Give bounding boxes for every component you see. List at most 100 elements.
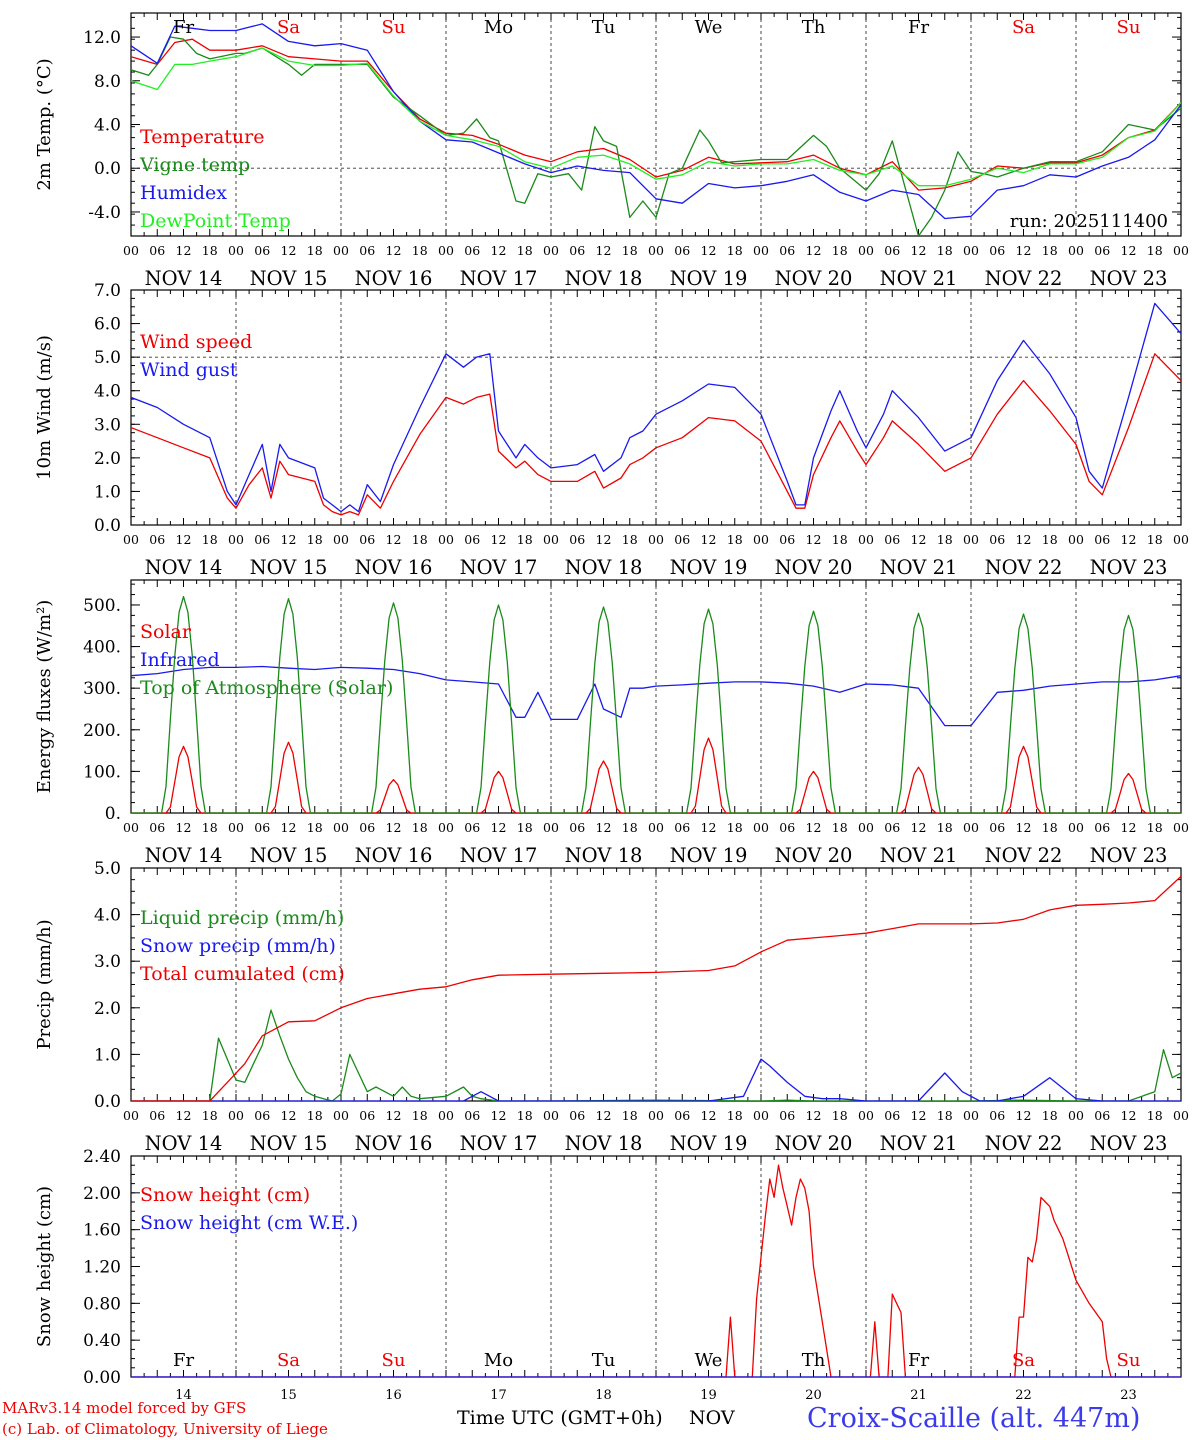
y-axis-label: 2m Temp. (°C) (34, 58, 55, 190)
series-line-snow-precip-mm-h- (131, 1058, 1181, 1101)
hour-tick-label: 06 (674, 532, 690, 547)
legend-entry: DewPoint Temp (140, 210, 291, 232)
weekday-label: Sa (277, 17, 300, 38)
hour-tick-label: 12 (1121, 820, 1137, 835)
hour-tick-label: 00 (1068, 820, 1084, 835)
hour-tick-label: 18 (202, 532, 218, 547)
y-tick-label: 12.0 (83, 28, 121, 48)
credit-line-1: MARv3.14 model forced by GFS (2, 1399, 246, 1417)
date-label: NOV 17 (460, 844, 538, 867)
hour-tick-label: 18 (622, 820, 638, 835)
hour-tick-label: 18 (307, 532, 323, 547)
date-label: NOV 18 (565, 556, 643, 579)
hour-tick-label: 00 (228, 820, 244, 835)
hour-tick-label: 12 (1121, 532, 1137, 547)
hour-tick-label: 06 (884, 243, 900, 258)
panel-temp: 12.0 8.0 4.0 0.0 -4.0 2m Temp. (°C) Temperatur… (34, 12, 1189, 290)
hour-tick-label: 18 (937, 1108, 953, 1123)
date-label: NOV 21 (880, 267, 958, 290)
hour-tick-label: 00 (1173, 532, 1189, 547)
weekday-label: Mo (484, 1350, 513, 1371)
y-tick-label: 300. (83, 679, 121, 699)
hour-tick-label: 00 (333, 532, 349, 547)
hour-tick-label: 12 (911, 243, 927, 258)
date-label: NOV 22 (985, 556, 1063, 579)
hour-tick-label: 06 (254, 820, 270, 835)
hour-tick-label: 00 (438, 1108, 454, 1123)
hour-tick-label: 12 (386, 1108, 402, 1123)
hour-tick-label: 00 (753, 820, 769, 835)
hour-tick-label: 18 (412, 820, 428, 835)
hour-tick-label: 18 (517, 1108, 533, 1123)
hour-tick-label: 06 (359, 820, 375, 835)
date-label: NOV 15 (250, 844, 328, 867)
weekday-label: Su (382, 1350, 406, 1371)
hour-tick-label: 12 (491, 532, 507, 547)
hour-tick-label: 00 (963, 243, 979, 258)
y-tick-label: 2.00 (83, 1184, 121, 1204)
series-line-liquid-precip-mm-h- (131, 1009, 1181, 1101)
hour-tick-label: 18 (622, 532, 638, 547)
hour-tick-label: 18 (1147, 532, 1163, 547)
hour-tick-label: 12 (176, 532, 192, 547)
weekday-label: Fr (908, 17, 929, 38)
legend-entry: Solar (140, 621, 192, 643)
series-group (131, 302, 1181, 516)
series-line-wind-speed (131, 353, 1181, 516)
hour-tick-label: 00 (228, 1108, 244, 1123)
hour-tick-label: 00 (753, 243, 769, 258)
hour-tick-label: 00 (858, 1108, 874, 1123)
y-tick-label: 3.0 (94, 952, 121, 972)
hour-tick-label: 18 (517, 532, 533, 547)
hour-tick-label: 12 (281, 243, 297, 258)
hour-tick-label: 18 (1042, 243, 1058, 258)
hour-tick-label: 18 (832, 243, 848, 258)
series-group (131, 595, 1181, 813)
hour-tick-label: 12 (911, 1108, 927, 1123)
y-tick-label: 0.40 (83, 1331, 121, 1351)
x-axis-unit: NOV (689, 1407, 735, 1429)
panel-wind: 7.0 6.0 5.0 4.0 3.0 2.0 1.0 0.0 10m Wind (m/s) Wi… (34, 281, 1189, 579)
hour-tick-label: 06 (779, 243, 795, 258)
hour-tick-label: 12 (1121, 1108, 1137, 1123)
date-label: NOV 23 (1090, 844, 1168, 867)
hour-tick-label: 00 (648, 1108, 664, 1123)
weekday-label: Fr (173, 17, 194, 38)
y-tick-label: 5.0 (94, 348, 121, 368)
hour-tick-label: 06 (1094, 532, 1110, 547)
legend-entry: Infrared (140, 649, 220, 671)
legend-entry: Humidex (140, 182, 227, 204)
hour-tick-label: 00 (1068, 532, 1084, 547)
hour-tick-label: 06 (464, 820, 480, 835)
hour-tick-label: 06 (989, 243, 1005, 258)
series-group (131, 23, 1181, 236)
hour-tick-label: 06 (1094, 820, 1110, 835)
credit-line-2: (c) Lab. of Climatology, University of L… (2, 1420, 328, 1438)
y-tick-label: 5.0 (94, 859, 121, 879)
date-label: NOV 23 (1090, 267, 1168, 290)
series-line-wind-gust (131, 302, 1181, 513)
y-tick-label: 100. (83, 762, 121, 782)
y-tick-label: 3.0 (94, 415, 121, 435)
hour-tick-label: 00 (963, 1108, 979, 1123)
weekday-label: Su (382, 17, 406, 38)
hour-tick-label: 18 (727, 243, 743, 258)
hour-tick-label: 00 (858, 532, 874, 547)
legend-entry: Wind speed (140, 331, 252, 353)
hour-tick-label: 12 (281, 1108, 297, 1123)
weekday-label: Fr (173, 1350, 194, 1371)
y-axis-label: Energy fluxes (W/m²) (34, 600, 55, 794)
hour-tick-label: 12 (386, 820, 402, 835)
hour-tick-label: 18 (1147, 820, 1163, 835)
hour-tick-label: 06 (149, 532, 165, 547)
day-number-label: 15 (280, 1388, 297, 1403)
hour-tick-label: 06 (884, 1108, 900, 1123)
hour-tick-label: 18 (937, 532, 953, 547)
hour-tick-label: 18 (727, 1108, 743, 1123)
station-title: Croix-Scaille (alt. 447m) (807, 1403, 1140, 1434)
hour-tick-label: 00 (648, 532, 664, 547)
hour-tick-label: 18 (937, 820, 953, 835)
weekday-label: Th (802, 1350, 826, 1371)
day-number-label: 16 (385, 1388, 402, 1403)
y-tick-label: 1.60 (83, 1221, 121, 1241)
